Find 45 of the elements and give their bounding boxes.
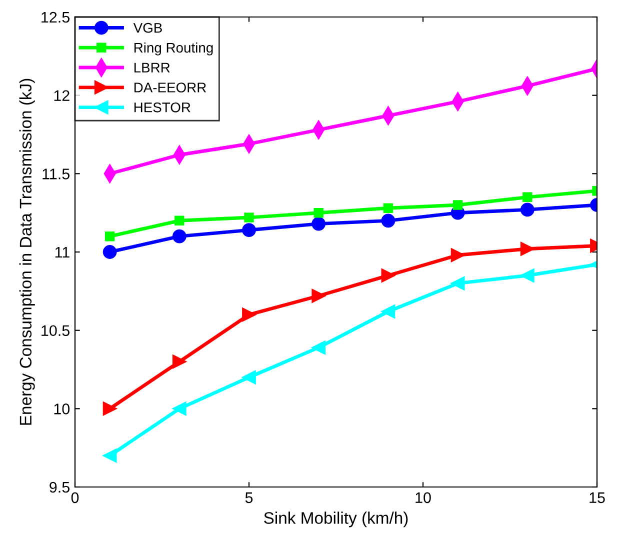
y-axis-title: Energy Consumption in Data Transmission (kJ) <box>19 78 35 425</box>
x-tick-label: 5 <box>245 492 253 504</box>
point <box>242 223 256 238</box>
y-tick-label: 11 <box>55 247 70 258</box>
point <box>381 268 396 282</box>
point <box>520 268 534 282</box>
point <box>314 208 324 218</box>
x-axis-title: Sink Mobility (km/h) <box>264 512 408 528</box>
legend-label: HESTOR <box>134 102 190 112</box>
point <box>242 308 256 322</box>
point <box>102 402 117 416</box>
point <box>104 231 115 242</box>
point <box>172 229 186 244</box>
point <box>102 245 117 259</box>
legend-label: VGB <box>133 22 162 33</box>
point <box>381 214 396 228</box>
point <box>450 276 465 290</box>
point <box>522 192 532 202</box>
x-tick-label: 10 <box>416 492 431 504</box>
point <box>312 340 326 355</box>
point <box>174 216 184 226</box>
point <box>381 304 396 318</box>
point <box>452 200 463 210</box>
x-tick-label: 0 <box>71 492 79 504</box>
y-tick-label: 12.5 <box>42 12 70 23</box>
legend-label: Ring Routing <box>134 42 213 56</box>
point <box>520 202 534 217</box>
point <box>520 242 534 256</box>
y-tick-label: 10.5 <box>42 325 70 336</box>
y-tick-label: 10 <box>54 404 70 414</box>
x-tick-label: 15 <box>590 492 605 504</box>
point <box>312 216 326 231</box>
point <box>450 248 465 262</box>
y-tick-label: 11.5 <box>42 168 70 180</box>
point <box>172 354 186 369</box>
point <box>102 448 117 463</box>
y-tick-label: 12 <box>54 90 70 101</box>
point <box>242 370 256 384</box>
legend-label: DA-EEORR <box>134 82 206 92</box>
point <box>312 288 326 303</box>
y-tick-label: 9.5 <box>50 482 70 493</box>
point <box>244 212 254 222</box>
point <box>383 203 394 213</box>
point <box>172 402 186 416</box>
legend-label: LBRR <box>134 62 170 72</box>
